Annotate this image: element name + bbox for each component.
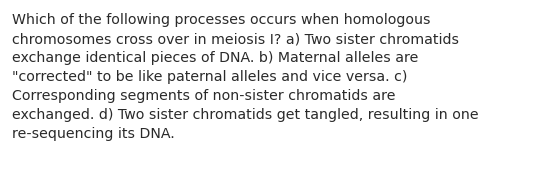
- Text: Which of the following processes occurs when homologous
chromosomes cross over i: Which of the following processes occurs …: [12, 13, 479, 141]
